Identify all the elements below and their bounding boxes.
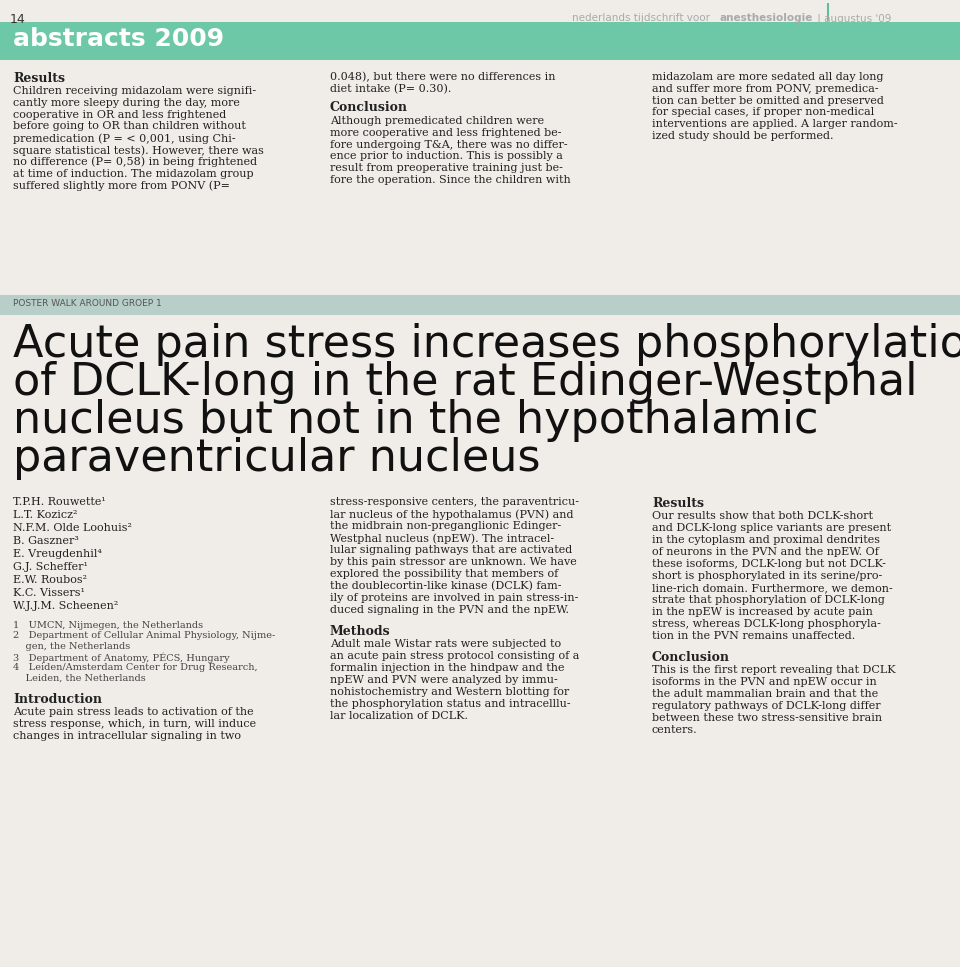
Text: abstracts 2009: abstracts 2009 <box>13 27 224 51</box>
Text: at time of induction. The midazolam group: at time of induction. The midazolam grou… <box>13 168 253 179</box>
Text: L.T. Kozicz²: L.T. Kozicz² <box>13 510 78 520</box>
Text: Leiden, the Netherlands: Leiden, the Netherlands <box>13 673 146 683</box>
Text: T.P.H. Rouwette¹: T.P.H. Rouwette¹ <box>13 497 106 507</box>
Text: and DCLK-long splice variants are present: and DCLK-long splice variants are presen… <box>652 523 891 533</box>
Text: the midbrain non-preganglionic Edinger-: the midbrain non-preganglionic Edinger- <box>330 521 562 531</box>
Text: the doublecortin-like kinase (DCLK) fam-: the doublecortin-like kinase (DCLK) fam- <box>330 581 562 591</box>
Text: Conclusion: Conclusion <box>652 651 730 664</box>
Text: midazolam are more sedated all day long: midazolam are more sedated all day long <box>652 72 883 82</box>
Text: B. Gaszner³: B. Gaszner³ <box>13 536 79 546</box>
Text: regulatory pathways of DCLK-long differ: regulatory pathways of DCLK-long differ <box>652 701 880 711</box>
Text: 4   Leiden/Amsterdam Center for Drug Research,: 4 Leiden/Amsterdam Center for Drug Resea… <box>13 663 257 672</box>
Text: Although premedicated children were: Although premedicated children were <box>330 116 544 126</box>
Text: no difference (P= 0,58) in being frightened: no difference (P= 0,58) in being frighte… <box>13 157 257 167</box>
Text: ized study should be performed.: ized study should be performed. <box>652 131 833 141</box>
Text: | augustus '09: | augustus '09 <box>814 13 892 23</box>
Text: before going to OR than children without: before going to OR than children without <box>13 122 246 132</box>
Text: result from preoperative training just be-: result from preoperative training just b… <box>330 163 563 173</box>
Text: ily of proteins are involved in pain stress-in-: ily of proteins are involved in pain str… <box>330 593 578 603</box>
Text: W.J.J.M. Scheenen²: W.J.J.M. Scheenen² <box>13 601 118 611</box>
Text: Acute pain stress increases phosphorylation: Acute pain stress increases phosphorylat… <box>13 323 960 366</box>
Text: K.C. Vissers¹: K.C. Vissers¹ <box>13 588 84 598</box>
Text: ence prior to induction. This is possibly a: ence prior to induction. This is possibl… <box>330 152 563 161</box>
Text: formalin injection in the hindpaw and the: formalin injection in the hindpaw and th… <box>330 663 564 673</box>
Text: anesthesiologie: anesthesiologie <box>720 13 813 23</box>
Text: Results: Results <box>13 72 65 85</box>
Text: Children receiving midazolam were signifi-: Children receiving midazolam were signif… <box>13 86 256 96</box>
Text: Conclusion: Conclusion <box>330 101 408 114</box>
Text: gen, the Netherlands: gen, the Netherlands <box>13 642 131 651</box>
Bar <box>0 22 960 60</box>
Text: Introduction: Introduction <box>13 693 102 706</box>
Text: and suffer more from PONV, premedica-: and suffer more from PONV, premedica- <box>652 84 878 94</box>
Text: tion in the PVN remains unaffected.: tion in the PVN remains unaffected. <box>652 631 855 641</box>
Text: Our results show that both DCLK-short: Our results show that both DCLK-short <box>652 511 873 521</box>
Text: npEW and PVN were analyzed by immu-: npEW and PVN were analyzed by immu- <box>330 675 558 685</box>
Text: premedication (P = < 0,001, using Chi-: premedication (P = < 0,001, using Chi- <box>13 133 235 144</box>
Text: between these two stress-sensitive brain: between these two stress-sensitive brain <box>652 713 882 723</box>
Text: Adult male Wistar rats were subjected to: Adult male Wistar rats were subjected to <box>330 639 562 649</box>
Text: cooperative in OR and less frightened: cooperative in OR and less frightened <box>13 109 227 120</box>
Text: interventions are applied. A larger random-: interventions are applied. A larger rand… <box>652 119 898 130</box>
Text: lar localization of DCLK.: lar localization of DCLK. <box>330 711 468 721</box>
Text: E. Vreugdenhil⁴: E. Vreugdenhil⁴ <box>13 549 102 559</box>
Bar <box>0 295 960 315</box>
Text: Results: Results <box>652 497 704 510</box>
Text: duced signaling in the PVN and the npEW.: duced signaling in the PVN and the npEW. <box>330 605 569 615</box>
Text: an acute pain stress protocol consisting of a: an acute pain stress protocol consisting… <box>330 651 580 661</box>
Text: the phosphorylation status and intracelllu-: the phosphorylation status and intracell… <box>330 699 570 709</box>
Text: of DCLK-long in the rat Edinger-Westphal: of DCLK-long in the rat Edinger-Westphal <box>13 361 918 404</box>
Text: stress-responsive centers, the paraventricu-: stress-responsive centers, the paraventr… <box>330 497 579 507</box>
Text: tion can better be omitted and preserved: tion can better be omitted and preserved <box>652 96 884 105</box>
Text: by this pain stressor are unknown. We have: by this pain stressor are unknown. We ha… <box>330 557 577 567</box>
Text: Westphal nucleus (npEW). The intracel-: Westphal nucleus (npEW). The intracel- <box>330 533 554 543</box>
Text: stress, whereas DCLK-long phosphoryla-: stress, whereas DCLK-long phosphoryla- <box>652 619 881 629</box>
Text: isoforms in the PVN and npEW occur in: isoforms in the PVN and npEW occur in <box>652 677 876 687</box>
Text: nederlands tijdschrift voor: nederlands tijdschrift voor <box>572 13 713 23</box>
Text: in the cytoplasm and proximal dendrites: in the cytoplasm and proximal dendrites <box>652 535 880 545</box>
Text: 2   Department of Cellular Animal Physiology, Nijme-: 2 Department of Cellular Animal Physiolo… <box>13 631 276 640</box>
Text: centers.: centers. <box>652 725 698 735</box>
Text: This is the first report revealing that DCLK: This is the first report revealing that … <box>652 665 896 675</box>
Text: line-rich domain. Furthermore, we demon-: line-rich domain. Furthermore, we demon- <box>652 583 893 593</box>
Text: nucleus but not in the hypothalamic: nucleus but not in the hypothalamic <box>13 399 819 442</box>
Text: strate that phosphorylation of DCLK-long: strate that phosphorylation of DCLK-long <box>652 595 885 605</box>
Text: E.W. Roubos²: E.W. Roubos² <box>13 575 87 585</box>
Text: 1   UMCN, Nijmegen, the Netherlands: 1 UMCN, Nijmegen, the Netherlands <box>13 621 204 630</box>
Text: Methods: Methods <box>330 625 391 638</box>
Text: explored the possibility that members of: explored the possibility that members of <box>330 569 559 579</box>
Text: diet intake (P= 0.30).: diet intake (P= 0.30). <box>330 84 451 94</box>
Text: suffered slightly more from PONV (P=: suffered slightly more from PONV (P= <box>13 181 230 190</box>
Text: N.F.M. Olde Loohuis²: N.F.M. Olde Loohuis² <box>13 523 132 533</box>
Text: nohistochemistry and Western blotting for: nohistochemistry and Western blotting fo… <box>330 687 569 697</box>
Text: 3   Department of Anatomy, PÉCS, Hungary: 3 Department of Anatomy, PÉCS, Hungary <box>13 653 229 663</box>
Text: lar nucleus of the hypothalamus (PVN) and: lar nucleus of the hypothalamus (PVN) an… <box>330 509 573 519</box>
Text: paraventricular nucleus: paraventricular nucleus <box>13 437 540 480</box>
Text: short is phosphorylated in its serine/pro-: short is phosphorylated in its serine/pr… <box>652 571 882 581</box>
Text: for special cases, if proper non-medical: for special cases, if proper non-medical <box>652 107 875 117</box>
Text: fore undergoing T&A, there was no differ-: fore undergoing T&A, there was no differ… <box>330 139 567 150</box>
Text: stress response, which, in turn, will induce: stress response, which, in turn, will in… <box>13 719 256 729</box>
Text: square statistical tests). However, there was: square statistical tests). However, ther… <box>13 145 264 156</box>
Text: POSTER WALK AROUND GROEP 1: POSTER WALK AROUND GROEP 1 <box>13 299 161 308</box>
Text: these isoforms, DCLK-long but not DCLK-: these isoforms, DCLK-long but not DCLK- <box>652 559 886 569</box>
Text: in the npEW is increased by acute pain: in the npEW is increased by acute pain <box>652 607 873 617</box>
Text: more cooperative and less frightened be-: more cooperative and less frightened be- <box>330 128 562 138</box>
Text: lular signaling pathways that are activated: lular signaling pathways that are activa… <box>330 545 572 555</box>
Text: G.J. Scheffer¹: G.J. Scheffer¹ <box>13 562 88 572</box>
Text: 14: 14 <box>10 13 26 26</box>
Text: 0.048), but there were no differences in: 0.048), but there were no differences in <box>330 72 556 82</box>
Text: cantly more sleepy during the day, more: cantly more sleepy during the day, more <box>13 98 240 107</box>
Text: the adult mammalian brain and that the: the adult mammalian brain and that the <box>652 689 878 699</box>
Text: fore the operation. Since the children with: fore the operation. Since the children w… <box>330 175 571 185</box>
Text: Acute pain stress leads to activation of the: Acute pain stress leads to activation of… <box>13 707 253 717</box>
Text: of neurons in the PVN and the npEW. Of: of neurons in the PVN and the npEW. Of <box>652 547 878 557</box>
Text: changes in intracellular signaling in two: changes in intracellular signaling in tw… <box>13 731 241 741</box>
